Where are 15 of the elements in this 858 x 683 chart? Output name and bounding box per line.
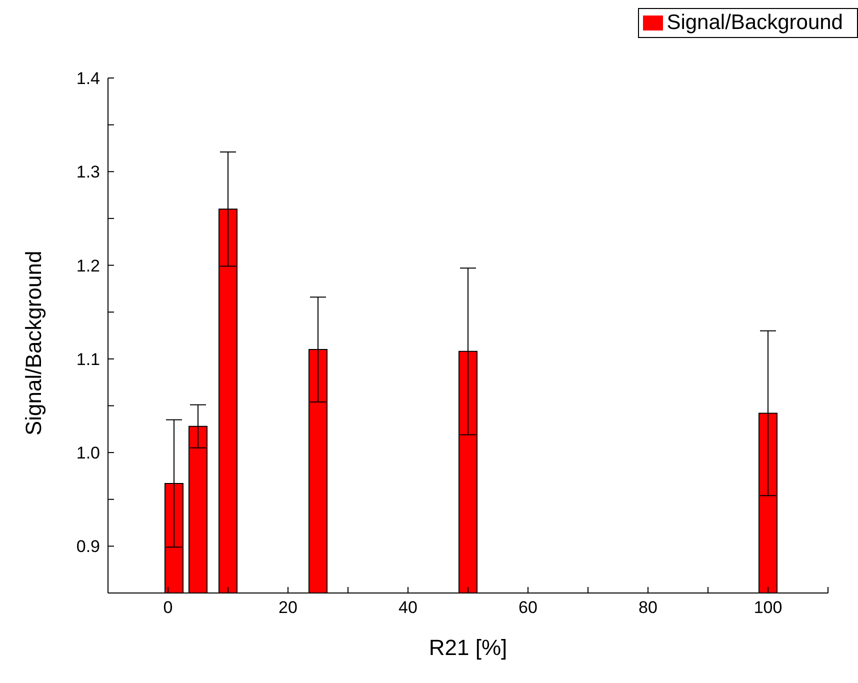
x-tick-label: 100 (754, 598, 782, 618)
y-tick-label: 1.3 (76, 162, 100, 182)
x-tick-label: 0 (163, 598, 173, 618)
x-tick-label: 80 (638, 598, 658, 618)
x-tick-label: 40 (398, 598, 418, 618)
y-tick-label: 1.2 (76, 256, 100, 276)
x-tick-label: 60 (518, 598, 538, 618)
y-tick-label: 1.4 (76, 69, 100, 88)
y-tick-label: 0.9 (76, 537, 100, 556)
y-tick-label: 1.0 (76, 444, 100, 463)
x-axis-title: R21 [%] (428, 635, 508, 660)
legend-label: Signal/Background (666, 11, 843, 34)
x-tick-label: 20 (278, 598, 298, 618)
y-axis-title: Signal/Background (20, 250, 46, 436)
y-tick-label: 1.1 (76, 350, 100, 369)
